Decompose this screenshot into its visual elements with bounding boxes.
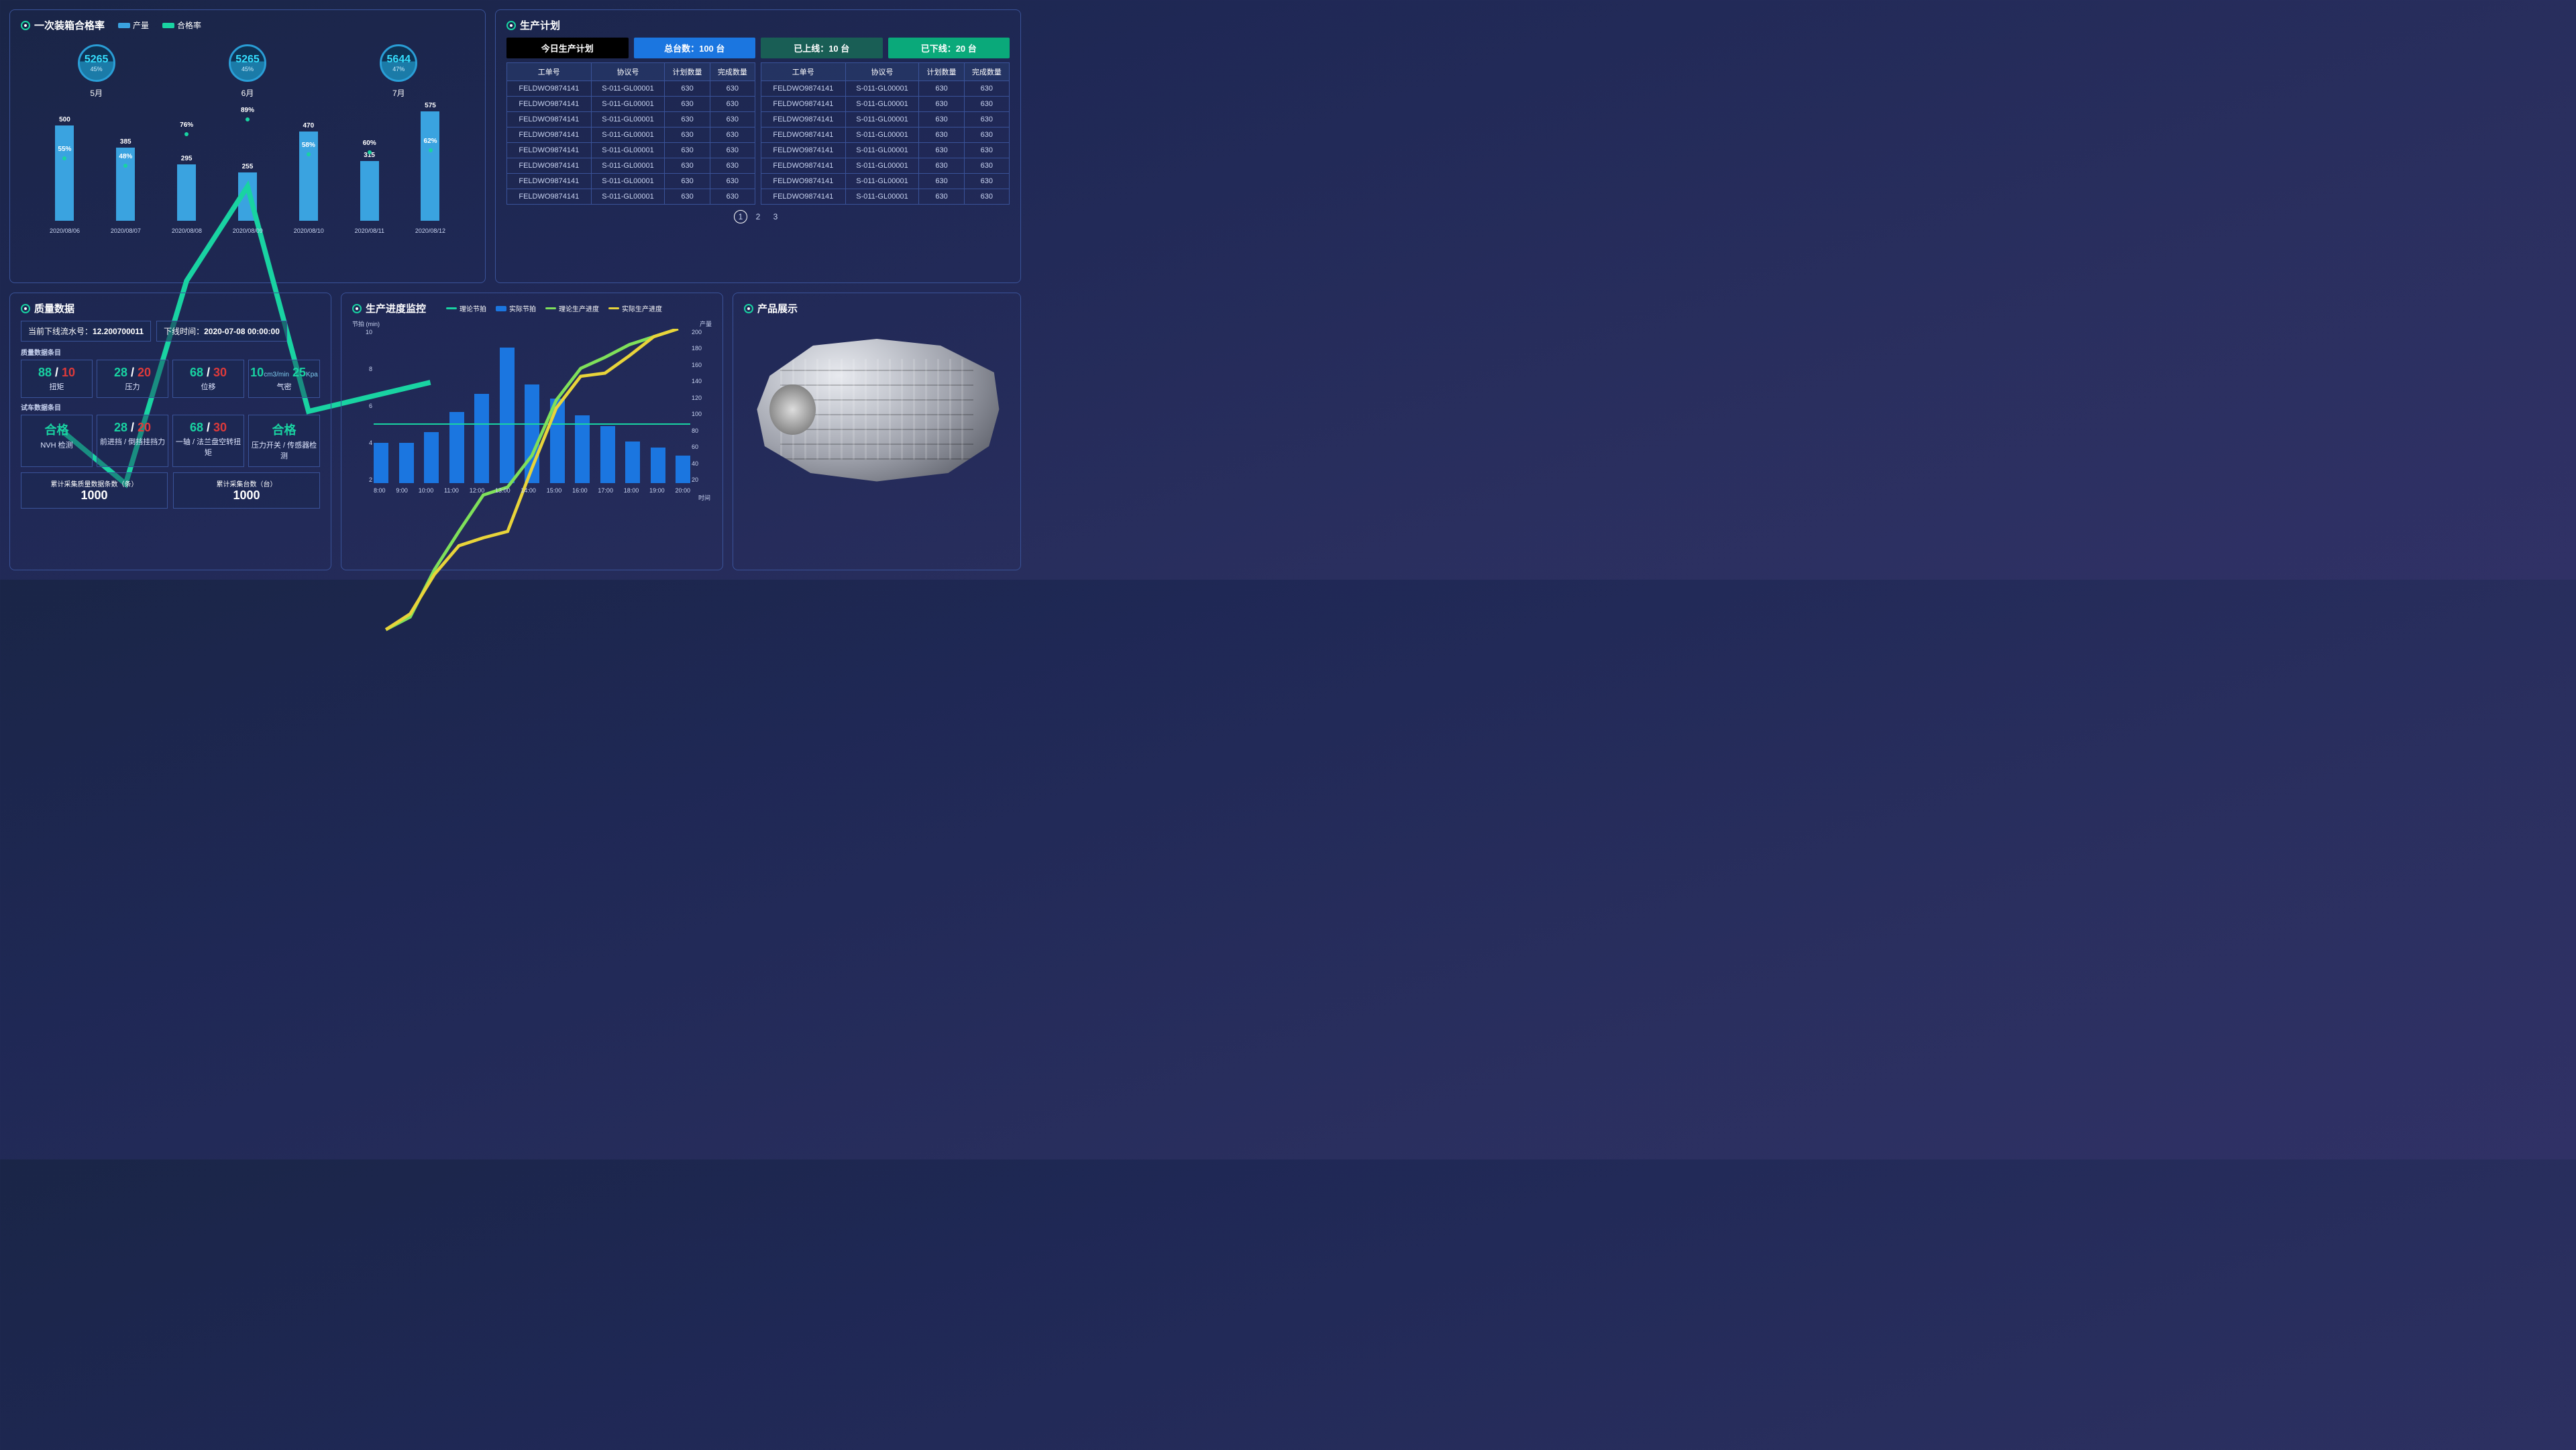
page-link[interactable]: 1 xyxy=(734,210,747,223)
quality-tile: 28 / 20 前进挡 / 倒挡挂挡力 xyxy=(97,415,168,467)
progress-panel: 生产进度监控 理论节拍 实际节拍 理论生产进度 实际生产进度 节拍 (min) … xyxy=(341,293,723,570)
legend-l1: 理论节拍 xyxy=(460,303,486,313)
table-row: FELDWO9874141S-011-GL00001630630 xyxy=(507,174,755,189)
product-panel: 产品展示 xyxy=(733,293,1021,570)
plan-title: 生产计划 xyxy=(506,18,1010,32)
pill-online: 已上线：10 台 xyxy=(761,38,883,58)
page-link[interactable]: 3 xyxy=(769,212,782,221)
table-row: FELDWO9874141S-011-GL00001630630 xyxy=(507,81,755,97)
table-row: FELDWO9874141S-011-GL00001630630 xyxy=(507,143,755,158)
page-link[interactable]: 2 xyxy=(751,212,765,221)
legend-l3: 理论生产进度 xyxy=(559,303,599,313)
dot-icon xyxy=(506,21,516,30)
quality-tile: 合格压力开关 / 传感器检测 xyxy=(248,415,320,467)
title-text: 产品展示 xyxy=(757,301,798,315)
serial-bar: 当前下线流水号：12.200700011 xyxy=(21,321,151,342)
progress-legend: 理论节拍 实际节拍 理论生产进度 实际生产进度 xyxy=(446,303,662,313)
y-right-title: 产量 xyxy=(700,319,712,328)
pass-rate-legend: 产量 合格率 xyxy=(118,19,201,31)
title-text: 一次装箱合格率 xyxy=(34,18,105,32)
title-text: 质量数据 xyxy=(34,301,74,315)
plan-table-left: 工单号协议号计划数量完成数量FELDWO9874141S-011-GL00001… xyxy=(506,62,755,205)
quality-tile: 88 / 10 扭矩 xyxy=(21,360,93,398)
pill-today: 今日生产计划 xyxy=(506,38,629,58)
progress-title: 生产进度监控 xyxy=(352,301,426,315)
sum2-label: 累计采集台数（台） xyxy=(174,478,319,488)
dot-icon xyxy=(21,21,30,30)
product-image xyxy=(749,325,1004,493)
pass-rate-panel: 一次装箱合格率 产量 合格率 526545% 5月 526545% 6月 564… xyxy=(9,9,486,283)
table-row: FELDWO9874141S-011-GL00001630630 xyxy=(507,127,755,143)
dot-icon xyxy=(744,304,753,313)
table-row: FELDWO9874141S-011-GL00001630630 xyxy=(507,97,755,112)
serial-label: 当前下线流水号： xyxy=(28,327,93,336)
quality-tile: 68 / 30 位移 xyxy=(172,360,244,398)
dot-icon xyxy=(352,304,362,313)
table-row: FELDWO9874141S-011-GL00001630630 xyxy=(507,189,755,205)
production-plan-panel: 生产计划 今日生产计划 总台数：100 台 已上线：10 台 已下线：20 台 … xyxy=(495,9,1021,283)
plan-table-right: 工单号协议号计划数量完成数量FELDWO9874141S-011-GL00001… xyxy=(761,62,1010,205)
x-title: 时间 xyxy=(698,493,710,502)
table-row: FELDWO9874141S-011-GL00001630630 xyxy=(761,174,1010,189)
month-circle: 526545% 6月 xyxy=(229,44,266,99)
legend-l2: 实际节拍 xyxy=(509,303,536,313)
legend-bar: 产量 xyxy=(133,19,149,31)
time-value: 2020-07-08 00:00:00 xyxy=(204,327,280,336)
sum-quality: 累计采集质量数据条数（条） 1000 xyxy=(21,472,168,509)
quality-tiles-2: 合格NVH 检测 28 / 20 前进挡 / 倒挡挂挡力 68 / 30 一轴 … xyxy=(21,415,320,467)
legend-l4: 实际生产进度 xyxy=(622,303,662,313)
quality-title: 质量数据 xyxy=(21,301,320,315)
pill-total: 总台数：100 台 xyxy=(634,38,756,58)
table-row: FELDWO9874141S-011-GL00001630630 xyxy=(761,81,1010,97)
table-row: FELDWO9874141S-011-GL00001630630 xyxy=(507,112,755,127)
table-row: FELDWO9874141S-011-GL00001630630 xyxy=(507,158,755,174)
plan-tables: 工单号协议号计划数量完成数量FELDWO9874141S-011-GL00001… xyxy=(506,62,1010,205)
plan-pager[interactable]: 123 xyxy=(506,210,1010,223)
table-row: FELDWO9874141S-011-GL00001630630 xyxy=(761,158,1010,174)
month-circle: 564447% 7月 xyxy=(380,44,417,99)
title-text: 生产进度监控 xyxy=(366,301,426,315)
quality-group2-title: 试车数据条目 xyxy=(21,402,320,412)
sum1-value: 1000 xyxy=(21,488,167,503)
table-row: FELDWO9874141S-011-GL00001630630 xyxy=(761,97,1010,112)
dot-icon xyxy=(21,304,30,313)
table-row: FELDWO9874141S-011-GL00001630630 xyxy=(761,112,1010,127)
y-left-title: 节拍 (min) xyxy=(352,319,380,328)
legend-line: 合格率 xyxy=(177,19,201,31)
quality-tile: 10cm3/min 25Kpa 气密 xyxy=(248,360,320,398)
table-row: FELDWO9874141S-011-GL00001630630 xyxy=(761,189,1010,205)
table-row: FELDWO9874141S-011-GL00001630630 xyxy=(761,127,1010,143)
time-bar: 下线时间：2020-07-08 00:00:00 xyxy=(156,321,287,342)
progress-chart: 节拍 (min) 产量 108642 200180160140120100806… xyxy=(352,321,712,502)
quality-tile: 合格NVH 检测 xyxy=(21,415,93,467)
pill-offline: 已下线：20 台 xyxy=(888,38,1010,58)
quality-tile: 68 / 30 一轴 / 法兰盘空转扭矩 xyxy=(172,415,244,467)
quality-tile: 28 / 20 压力 xyxy=(97,360,168,398)
quality-group1-title: 质量数据条目 xyxy=(21,347,320,357)
table-row: FELDWO9874141S-011-GL00001630630 xyxy=(761,143,1010,158)
sum1-label: 累计采集质量数据条数（条） xyxy=(21,478,167,488)
sum-units: 累计采集台数（台） 1000 xyxy=(173,472,320,509)
sum2-value: 1000 xyxy=(174,488,319,503)
plan-pills: 今日生产计划 总台数：100 台 已上线：10 台 已下线：20 台 xyxy=(506,38,1010,58)
title-text: 生产计划 xyxy=(520,18,560,32)
month-circle: 526545% 5月 xyxy=(78,44,115,99)
pass-rate-chart: 500385295255470315575 55% 48% 76% 89% 58… xyxy=(21,107,474,234)
time-label: 下线时间： xyxy=(164,327,204,336)
quality-panel: 质量数据 当前下线流水号：12.200700011 下线时间：2020-07-0… xyxy=(9,293,331,570)
serial-value: 12.200700011 xyxy=(93,327,144,336)
pass-rate-title: 一次装箱合格率 xyxy=(21,18,105,32)
product-title: 产品展示 xyxy=(744,301,1010,315)
monthly-circles: 526545% 5月 526545% 6月 564447% 7月 xyxy=(21,44,474,99)
quality-tiles-1: 88 / 10 扭矩 28 / 20 压力 68 / 30 位移 10cm3/m… xyxy=(21,360,320,398)
